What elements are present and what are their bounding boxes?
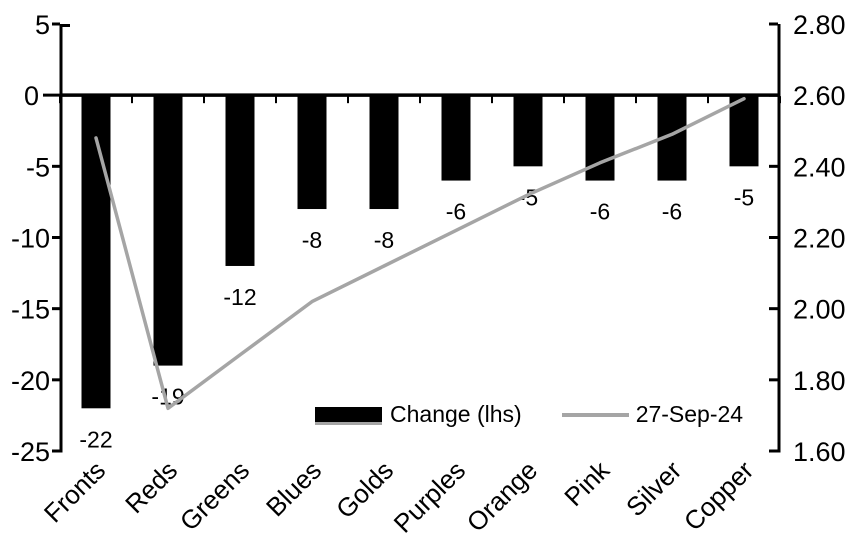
legend: Change (lhs) 27-Sep-24 <box>315 401 743 428</box>
bar-blues <box>297 95 327 210</box>
legend-bar-swatch <box>315 406 382 425</box>
bar-orange <box>513 95 543 167</box>
category-label-greens: Greens <box>174 455 256 537</box>
bar-data-label: -22 <box>79 426 112 452</box>
bar-data-label: -12 <box>223 284 256 310</box>
left-axis-tick-label: -15 <box>11 295 50 325</box>
legend-label-change-lhs: Change (lhs) <box>390 401 522 427</box>
legend-line-swatch <box>561 412 629 417</box>
bar-golds <box>369 95 399 210</box>
bar-purples <box>441 95 471 181</box>
right-axis-tick-label: 2.60 <box>793 81 846 111</box>
line-27-sep-24 <box>94 96 746 411</box>
bar-greens <box>225 95 255 266</box>
legend-label-27-sep-24: 27-Sep-24 <box>635 401 744 427</box>
bar-fronts <box>81 95 111 409</box>
bar-copper <box>729 95 759 167</box>
right-axis-tick-label: 1.60 <box>793 437 846 467</box>
legend-item-27-sep-24: 27-Sep-24 <box>561 401 744 428</box>
left-axis-tick-label: 0 <box>24 81 39 111</box>
bar-data-label: -8 <box>374 227 394 253</box>
right-axis-tick-label: 2.80 <box>793 10 846 40</box>
category-label-blues: Blues <box>260 455 327 522</box>
category-label-golds: Golds <box>330 455 399 524</box>
category-label-silver: Silver <box>620 455 687 522</box>
left-axis-tick-label: -10 <box>11 224 50 254</box>
legend-item-change-lhs: Change (lhs) <box>315 401 522 428</box>
category-label-pink: Pink <box>558 454 616 512</box>
category-label-copper: Copper <box>678 455 760 537</box>
left-axis-tick-label: -25 <box>11 437 50 467</box>
right-axis-tick-label: 2.20 <box>793 224 846 254</box>
left-axis-tick-label: -5 <box>26 152 50 182</box>
bar-reds <box>153 95 183 366</box>
category-label-reds: Reds <box>119 455 183 519</box>
bar-data-label: -6 <box>446 199 466 225</box>
right-axis-tick-label: 2.00 <box>793 295 846 325</box>
right-axis-tick-label: 1.80 <box>793 366 846 396</box>
bar-data-label: -6 <box>590 199 610 225</box>
bar-data-label: -8 <box>302 227 322 253</box>
right-axis-tick-label: 2.40 <box>793 152 846 182</box>
category-label-purples: Purples <box>388 455 472 539</box>
left-axis-tick-label: -20 <box>11 366 50 396</box>
bar-data-label: -6 <box>662 199 682 225</box>
bar-data-label: -5 <box>734 184 754 210</box>
left-axis-tick-label: 5 <box>35 10 50 40</box>
category-label-orange: Orange <box>461 455 544 538</box>
